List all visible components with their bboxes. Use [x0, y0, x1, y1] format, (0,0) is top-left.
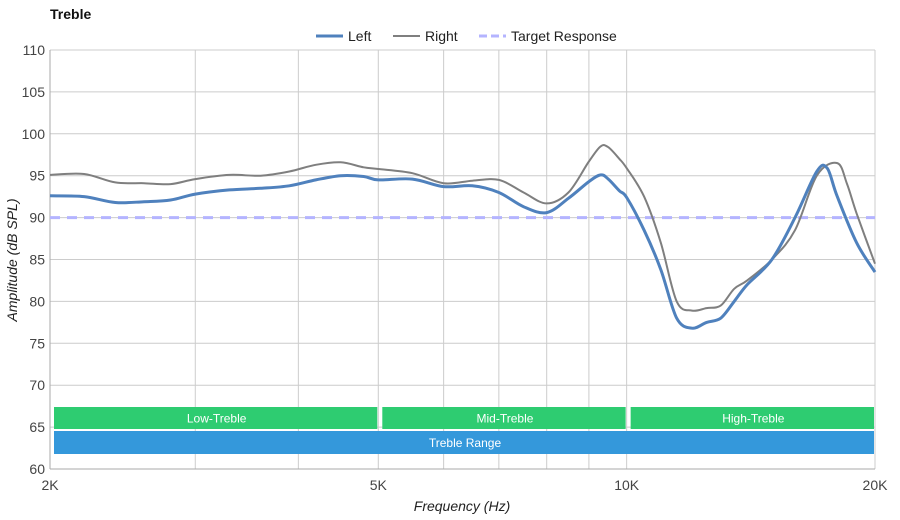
band-mid-treble: [382, 407, 626, 429]
y-tick-label: 105: [22, 84, 46, 100]
y-tick-label: 100: [22, 126, 46, 142]
legend-label-left: Left: [348, 28, 371, 44]
band-label-high-treble: High-Treble: [722, 412, 785, 426]
band-high-treble: [630, 407, 874, 429]
x-axis-title: Frequency (Hz): [414, 498, 510, 514]
y-tick-label: 65: [29, 419, 45, 435]
band-label-treble-range: Treble Range: [429, 436, 502, 450]
frequency-bands: Low-Treble Mid-Treble High-Treble Treble Ra…: [54, 407, 874, 454]
x-tick-label: 5K: [370, 477, 388, 493]
series-line-left: [49, 163, 877, 330]
legend: Left Right Target Response: [316, 28, 617, 44]
y-tick-label: 70: [29, 377, 45, 393]
band-low-treble: [54, 407, 378, 429]
y-tick-label: 60: [29, 461, 45, 477]
y-tick-label: 95: [29, 168, 45, 184]
y-tick-label: 85: [29, 252, 45, 268]
x-tick-label: 2K: [41, 477, 59, 493]
y-axis-title: Amplitude (dB SPL): [4, 199, 20, 323]
y-tick-label: 90: [29, 210, 45, 226]
y-tick-label: 80: [29, 293, 45, 309]
y-tick-labels: 60 65 70 75 80 85 90 95 100 105 110: [22, 42, 46, 477]
legend-label-right: Right: [425, 28, 458, 44]
chart-title: Treble: [50, 6, 91, 22]
y-tick-label: 75: [29, 335, 45, 351]
legend-label-target-response: Target Response: [511, 28, 617, 44]
y-tick-label: 110: [23, 42, 46, 58]
x-tick-label: 20K: [863, 477, 889, 493]
series-group: [49, 144, 877, 330]
series-line-right: [49, 144, 876, 312]
band-label-mid-treble: Mid-Treble: [477, 412, 534, 426]
x-tick-label: 10K: [614, 477, 640, 493]
band-label-low-treble: Low-Treble: [187, 412, 247, 426]
y-gridlines: [50, 49, 875, 470]
band-treble-range: [54, 431, 874, 454]
plot-frame: [49, 50, 876, 470]
x-tick-labels: 2K 5K 10K 20K: [41, 477, 888, 493]
